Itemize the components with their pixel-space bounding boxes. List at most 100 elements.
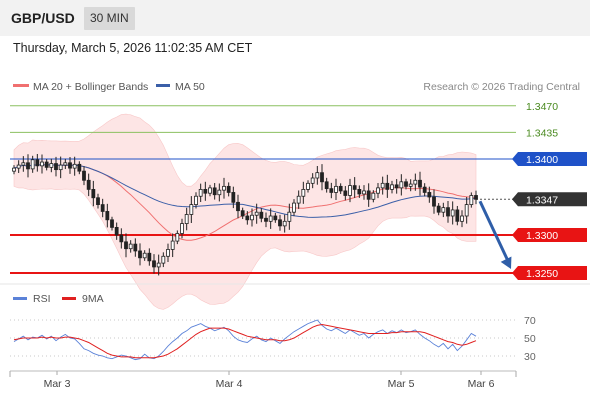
bullish-candle <box>469 195 474 205</box>
bullish-candle <box>362 190 366 195</box>
x-tick-label: Mar 5 <box>388 378 415 390</box>
bearish-candle <box>203 188 208 194</box>
level-label-1.3400: 1.3400 <box>526 154 558 166</box>
level-label-1.3435: 1.3435 <box>526 127 558 139</box>
bullish-candle <box>30 159 35 170</box>
bullish-candle <box>296 195 301 204</box>
level-tag-1.3250 <box>512 266 587 280</box>
bearish-candle <box>68 162 72 169</box>
bullish-candle <box>371 192 376 200</box>
bullish-candle <box>450 209 455 217</box>
bearish-candle <box>119 234 124 243</box>
bullish-candle <box>460 215 464 222</box>
bullish-candle <box>390 184 394 190</box>
bullish-candle <box>287 211 292 222</box>
bearish-candle <box>474 195 478 200</box>
bearish-candle <box>455 209 460 222</box>
bearish-candle <box>245 215 250 221</box>
level-label-1.3347: 1.3347 <box>526 194 558 206</box>
rsi-legend-swatch <box>13 297 27 300</box>
rsi-ma-line <box>13 323 477 359</box>
bearish-candle <box>26 162 30 170</box>
bullish-candle <box>21 162 26 166</box>
bearish-candle <box>54 163 58 171</box>
bullish-candle <box>166 249 170 257</box>
ma50-line <box>13 164 477 218</box>
bearish-candle <box>100 204 105 212</box>
bullish-candle <box>250 214 254 221</box>
bearish-candle <box>212 187 217 196</box>
bearish-candle <box>147 252 152 262</box>
bearish-candle <box>324 181 329 190</box>
research-credit: Research © 2026 Trading Central <box>423 81 580 93</box>
bullish-candle <box>142 252 147 259</box>
bollinger-band-fill <box>13 113 477 310</box>
timeframe-badge[interactable]: 30 MIN <box>84 7 135 30</box>
bearish-candle <box>273 215 278 221</box>
bearish-candle <box>35 159 40 167</box>
bearish-candle <box>124 241 128 250</box>
bearish-candle <box>91 188 96 199</box>
bullish-candle <box>194 195 198 206</box>
bullish-candle <box>72 163 77 169</box>
bearish-candle <box>133 243 138 252</box>
bollinger-bands <box>13 113 477 310</box>
level-tag-1.3300 <box>512 228 587 242</box>
bearish-candle <box>259 211 264 219</box>
bullish-candle <box>315 172 320 179</box>
bullish-candle <box>58 164 63 171</box>
bullish-candle <box>292 202 296 213</box>
bullish-candle <box>208 187 212 194</box>
bullish-candle <box>222 185 226 191</box>
bearish-candle <box>226 185 231 193</box>
bearish-candle <box>338 185 343 192</box>
level-label-1.3250: 1.3250 <box>526 268 558 280</box>
bearish-candle <box>152 260 156 268</box>
bullish-candle <box>464 204 469 217</box>
bullish-candle <box>63 162 68 166</box>
x-tick-label: Mar 6 <box>468 378 495 390</box>
rsi-ma-legend-swatch <box>62 297 76 300</box>
chart-header: GBP/USD 30 MIN <box>0 0 590 36</box>
bearish-candle <box>82 170 86 181</box>
bearish-candle <box>352 185 357 190</box>
bullish-candle <box>184 214 189 224</box>
bearish-candle <box>240 210 245 217</box>
ma20-legend-label: MA 20 + Bollinger Bands <box>33 81 148 93</box>
bearish-candle <box>446 207 450 217</box>
x-tick-label: Mar 3 <box>44 378 71 390</box>
forecast-arrow-head <box>500 256 512 269</box>
bullish-candle <box>156 262 161 268</box>
bearish-candle <box>404 181 408 187</box>
bullish-candle <box>334 185 338 193</box>
bullish-candle <box>408 183 413 187</box>
bullish-candle <box>175 233 180 242</box>
bearish-candle <box>427 192 432 198</box>
bullish-candle <box>306 182 310 190</box>
candlesticks <box>12 153 478 276</box>
rsi-tick-label: 50 <box>524 333 536 345</box>
bullish-candle <box>301 188 306 197</box>
bearish-candle <box>436 205 441 213</box>
bullish-candle <box>217 189 222 196</box>
bearish-candle <box>44 161 49 168</box>
rsi-line <box>13 319 477 361</box>
bearish-candle <box>86 179 91 190</box>
bearish-candle <box>236 201 240 212</box>
rsi-legend-label: RSI <box>33 293 51 305</box>
bearish-candle <box>231 192 236 203</box>
bullish-candle <box>198 188 203 197</box>
bearish-candle <box>343 190 348 196</box>
bullish-candle <box>12 167 16 172</box>
bullish-candle <box>380 182 385 189</box>
bearish-candle <box>278 219 282 227</box>
bullish-candle <box>128 243 133 250</box>
ma50-legend-swatch <box>156 84 170 87</box>
bullish-candle <box>49 163 54 168</box>
level-labels: 1.3470 1.3435 1.3400 1.3347 1.3300 1.3250 <box>478 101 587 280</box>
bearish-candle <box>138 250 142 259</box>
bullish-candle <box>310 177 315 184</box>
rsi-tick-label: 70 <box>524 315 536 327</box>
bearish-candle <box>329 188 334 193</box>
